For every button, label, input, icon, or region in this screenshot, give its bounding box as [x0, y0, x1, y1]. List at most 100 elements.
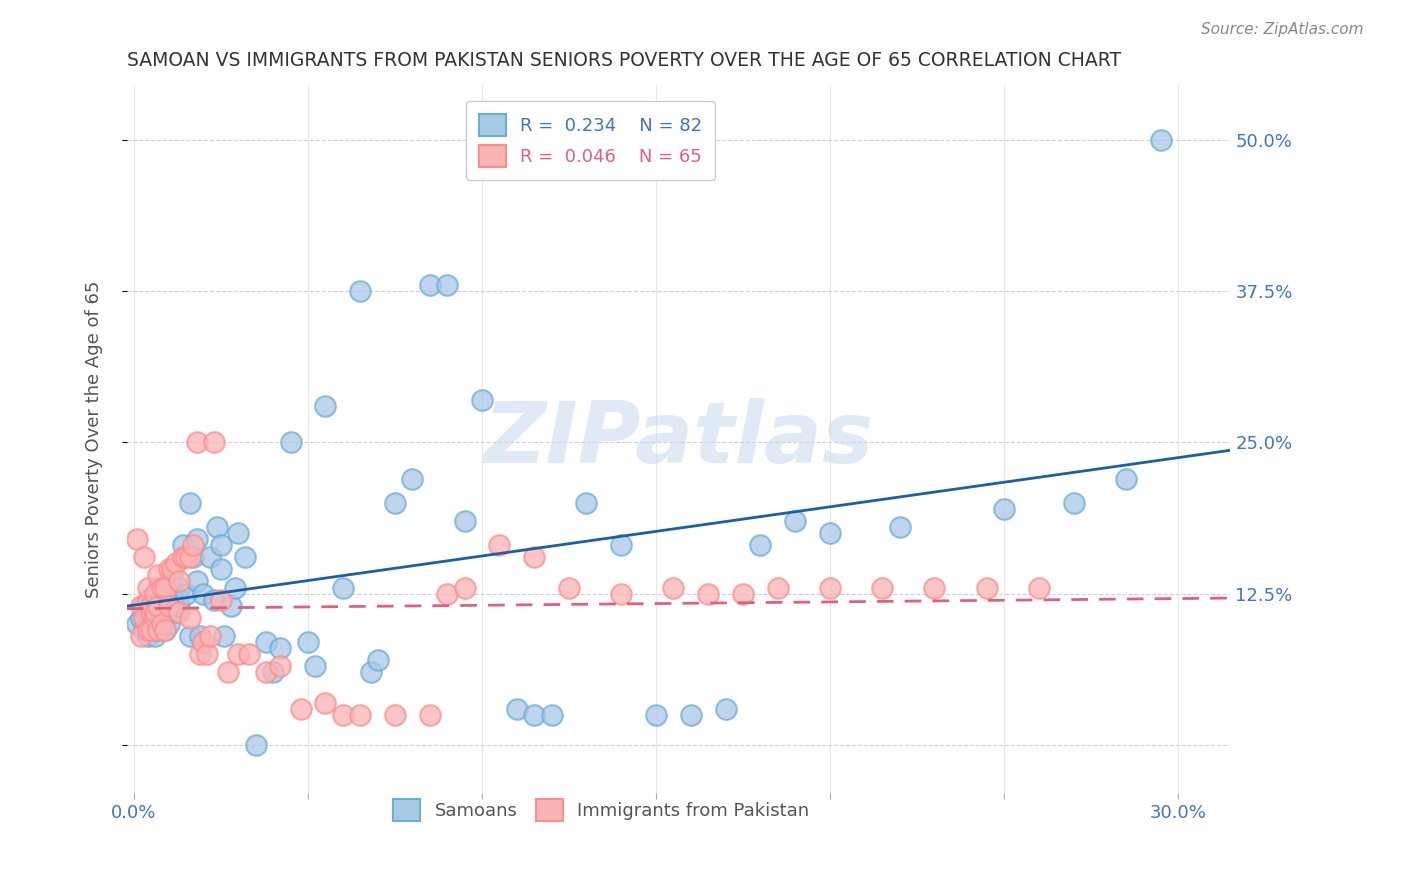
Point [200, 550, 222, 565]
Point [136, 592, 159, 607]
Point [1063, 496, 1085, 510]
Point [993, 501, 1015, 516]
Point [134, 599, 156, 613]
Point [419, 707, 441, 722]
Point [148, 623, 170, 637]
Point [174, 586, 197, 600]
Point [297, 635, 319, 649]
Point [136, 629, 159, 643]
Point [679, 707, 702, 722]
Point [384, 707, 406, 722]
Point [172, 538, 194, 552]
Point [148, 599, 170, 613]
Point [153, 623, 176, 637]
Point [134, 623, 156, 637]
Point [749, 538, 772, 552]
Point [238, 647, 260, 661]
Point [419, 277, 441, 292]
Point [1150, 133, 1173, 147]
Point [523, 550, 546, 565]
Text: Source: ZipAtlas.com: Source: ZipAtlas.com [1201, 22, 1364, 37]
Point [349, 707, 371, 722]
Point [165, 605, 187, 619]
Point [186, 532, 208, 546]
Point [179, 496, 201, 510]
Point [172, 550, 194, 565]
Point [314, 696, 336, 710]
Point [129, 599, 152, 613]
Point [129, 611, 152, 625]
Point [818, 526, 841, 541]
Point [153, 581, 176, 595]
Point [610, 586, 633, 600]
Point [540, 707, 562, 722]
Point [209, 592, 232, 607]
Point [186, 435, 208, 450]
Point [160, 568, 183, 582]
Point [662, 581, 685, 595]
Point [129, 629, 152, 643]
Point [150, 581, 173, 595]
Point [610, 538, 633, 552]
Point [157, 599, 180, 613]
Point [262, 665, 284, 680]
Point [575, 496, 598, 510]
Point [167, 605, 190, 619]
Point [167, 574, 190, 589]
Point [731, 586, 754, 600]
Point [269, 659, 291, 673]
Point [148, 568, 170, 582]
Point [384, 496, 406, 510]
Point [697, 586, 720, 600]
Point [136, 605, 159, 619]
Text: SAMOAN VS IMMIGRANTS FROM PAKISTAN SENIORS POVERTY OVER THE AGE OF 65 CORRELATIO: SAMOAN VS IMMIGRANTS FROM PAKISTAN SENIO… [127, 51, 1121, 70]
Point [141, 623, 163, 637]
Point [167, 581, 190, 595]
Point [148, 616, 170, 631]
Text: ZIPatlas: ZIPatlas [484, 398, 873, 481]
Point [889, 520, 911, 534]
Point [818, 581, 841, 595]
Point [290, 701, 312, 715]
Point [165, 557, 187, 571]
Point [179, 629, 201, 643]
Point [181, 550, 204, 565]
Point [349, 284, 371, 298]
Point [714, 701, 737, 715]
Point [214, 629, 236, 643]
Point [401, 472, 423, 486]
Point [254, 635, 277, 649]
Point [127, 616, 149, 631]
Point [134, 611, 156, 625]
Point [134, 550, 156, 565]
Point [254, 665, 277, 680]
Point [209, 538, 232, 552]
Point [181, 538, 204, 552]
Point [523, 707, 546, 722]
Point [209, 562, 232, 576]
Point [150, 592, 173, 607]
Point [1028, 581, 1050, 595]
Point [165, 586, 187, 600]
Point [141, 599, 163, 613]
Point [314, 399, 336, 413]
Point [157, 616, 180, 631]
Point [143, 611, 166, 625]
Point [153, 599, 176, 613]
Point [150, 605, 173, 619]
Point [436, 586, 458, 600]
Point [188, 647, 211, 661]
Point [645, 707, 668, 722]
Point [153, 623, 176, 637]
Point [226, 647, 249, 661]
Point [160, 562, 183, 576]
Point [224, 581, 246, 595]
Point [150, 616, 173, 631]
Point [195, 647, 218, 661]
Point [157, 562, 180, 576]
Point [200, 629, 222, 643]
Point [136, 581, 159, 595]
Point [150, 616, 173, 631]
Point [1115, 472, 1137, 486]
Point [143, 605, 166, 619]
